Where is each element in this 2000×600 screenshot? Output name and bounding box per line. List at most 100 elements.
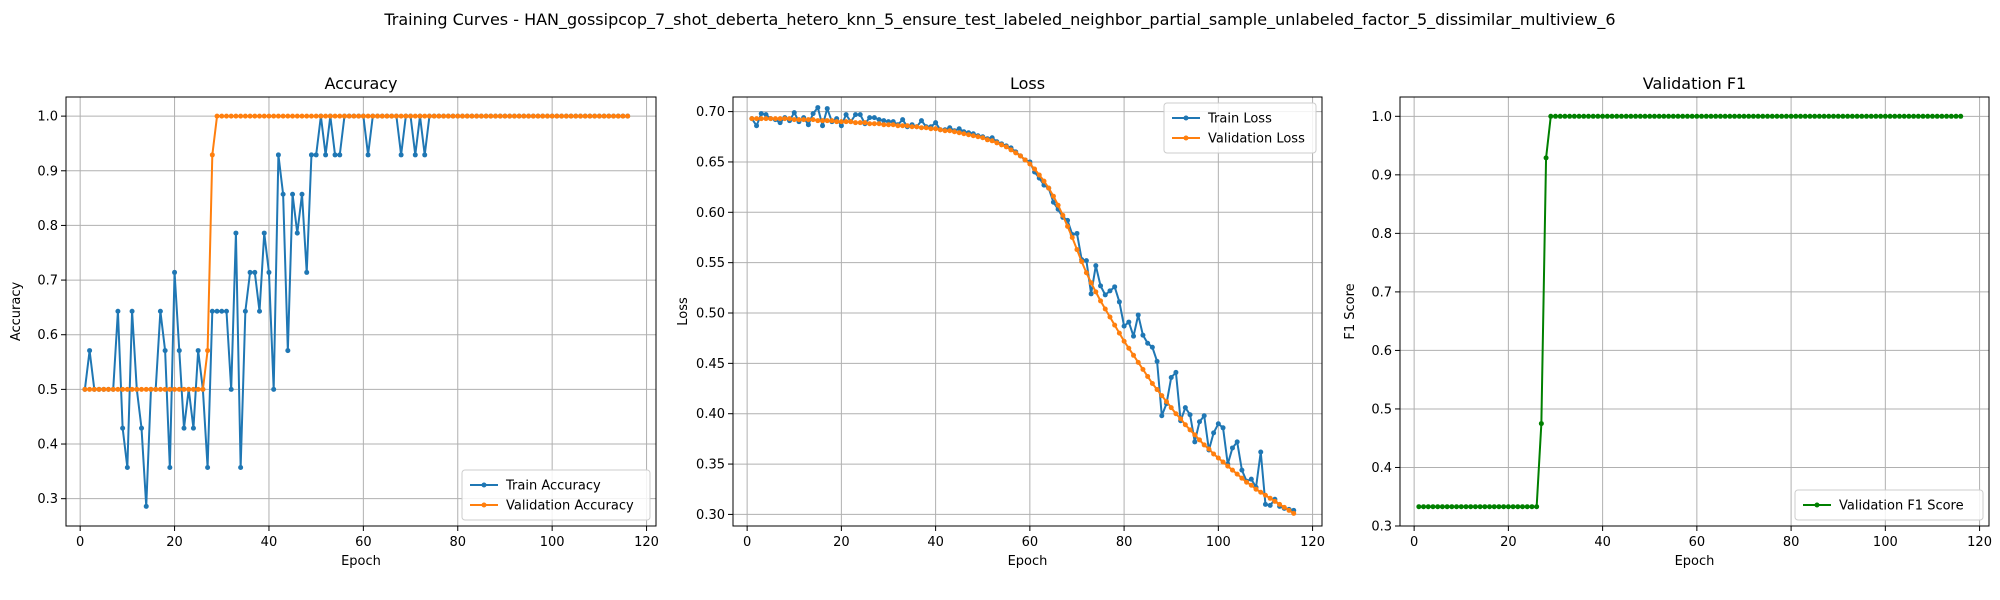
data-point [186, 386, 192, 392]
data-point [1708, 113, 1714, 119]
data-point [209, 308, 215, 314]
y-tick-label: 0.5 [37, 383, 58, 398]
data-point [951, 129, 957, 135]
legend-marker [481, 482, 487, 488]
data-point [139, 425, 145, 431]
data-point [1458, 504, 1464, 510]
data-point [853, 112, 859, 118]
data-point [129, 308, 135, 314]
series-validation-loss [749, 116, 1297, 516]
data-point [1050, 199, 1056, 205]
data-point [1896, 113, 1902, 119]
data-point [1211, 451, 1217, 457]
data-point [379, 113, 385, 119]
data-point [172, 386, 178, 392]
data-point [1783, 113, 1789, 119]
data-point [294, 230, 300, 236]
data-point [478, 113, 484, 119]
data-point [1182, 422, 1188, 428]
data-point [1816, 113, 1822, 119]
data-point [464, 113, 470, 119]
data-point [275, 152, 281, 158]
chart-2: 0 20 40 60 80 100 120 0.3 0.4 0.5 0.6 0.7 0.8 0.9 1.0 V… [1343, 74, 1992, 569]
legend-label: Validation Accuracy [506, 499, 634, 514]
data-point [167, 465, 173, 471]
data-point [587, 113, 593, 119]
data-point [1585, 113, 1591, 119]
data-point [115, 308, 121, 314]
data-point [1126, 319, 1132, 325]
data-point [853, 120, 859, 126]
data-point [351, 113, 357, 119]
data-point [1911, 113, 1917, 119]
data-point [1520, 504, 1526, 510]
data-point [1126, 345, 1132, 351]
data-point [582, 113, 588, 119]
data-point [148, 386, 154, 392]
data-point [356, 113, 362, 119]
data-point [1595, 113, 1601, 119]
data-point [280, 191, 286, 197]
series-validation-f1-score [1416, 113, 1964, 510]
data-point [261, 113, 267, 119]
data-point [1416, 504, 1422, 510]
y-tick-label: 0.65 [696, 155, 725, 170]
data-point [1196, 437, 1202, 443]
data-point [1027, 161, 1033, 167]
data-point [544, 113, 550, 119]
x-axis-label: Epoch [1675, 554, 1715, 569]
data-point [1286, 507, 1292, 513]
data-point [782, 116, 788, 122]
data-point [1713, 113, 1719, 119]
data-point [1145, 373, 1151, 379]
y-axis-label: Loss [676, 297, 691, 326]
data-point [247, 269, 253, 275]
data-point [205, 465, 211, 471]
data-point [1149, 381, 1155, 386]
data-point [1083, 258, 1089, 264]
data-point [1131, 333, 1137, 339]
data-point [596, 113, 602, 119]
data-point [1135, 312, 1141, 318]
data-point [1173, 369, 1179, 375]
data-point [1510, 504, 1516, 510]
data-point [266, 269, 272, 275]
data-point [1849, 113, 1855, 119]
data-point [763, 112, 769, 118]
data-point [1562, 113, 1568, 119]
data-point [153, 386, 159, 392]
data-point [857, 112, 863, 118]
data-point [1798, 113, 1804, 119]
data-point [549, 113, 555, 119]
data-point [1887, 113, 1893, 119]
data-point [313, 152, 319, 158]
data-point [881, 122, 887, 128]
data-point [247, 113, 253, 119]
data-point [332, 113, 338, 119]
data-point [1944, 113, 1950, 119]
data-point [1670, 113, 1676, 119]
x-tick-label: 80 [1783, 535, 1800, 550]
axes-frame [1399, 96, 1990, 527]
data-point [280, 113, 286, 119]
data-point [417, 113, 423, 119]
x-tick-label: 0 [76, 535, 84, 550]
data-point [124, 465, 130, 471]
data-point [1793, 113, 1799, 119]
data-point [304, 113, 310, 119]
x-tick-label: 80 [449, 535, 466, 550]
data-point [810, 111, 816, 117]
y-tick-label: 0.50 [696, 307, 725, 322]
data-point [1717, 113, 1723, 119]
x-tick-label: 20 [166, 535, 183, 550]
data-point [1557, 113, 1563, 119]
x-tick-label: 60 [1022, 535, 1039, 550]
data-point [1703, 113, 1709, 119]
data-point [1272, 498, 1278, 504]
data-point [824, 106, 830, 112]
data-point [507, 113, 513, 119]
data-point [1225, 463, 1231, 469]
series-line [83, 115, 628, 508]
data-point [1239, 475, 1245, 481]
data-point [966, 132, 972, 138]
